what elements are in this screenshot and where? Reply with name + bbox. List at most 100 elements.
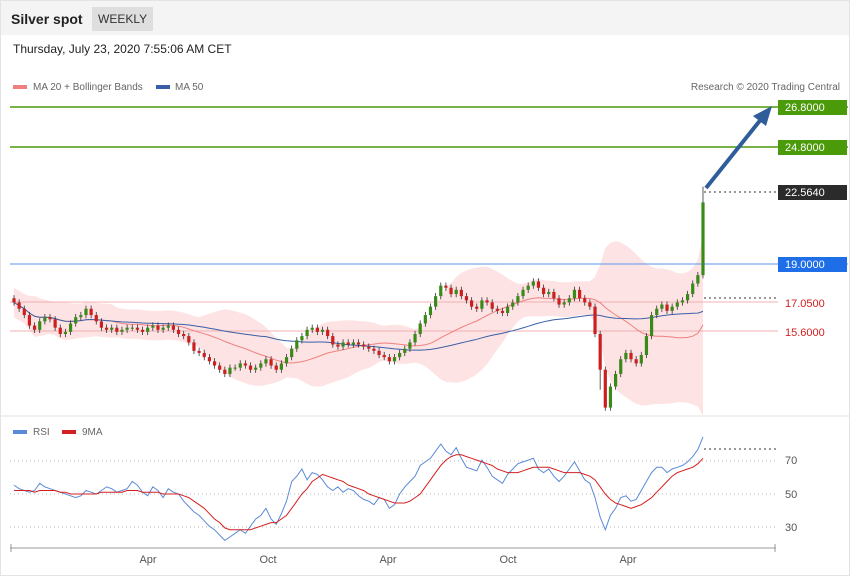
candle-up — [300, 336, 304, 341]
candle-down — [58, 327, 62, 334]
rsi-line — [13, 436, 704, 542]
candle-up — [403, 348, 407, 353]
candle-up — [166, 325, 170, 328]
candle-down — [48, 317, 52, 320]
candle-up — [110, 327, 114, 330]
x-label-apr-2018: Apr — [139, 554, 156, 566]
candle-up — [680, 300, 685, 303]
candle-up — [233, 367, 237, 369]
candle-down — [326, 329, 330, 337]
candle-down — [248, 365, 253, 370]
candle-down — [182, 334, 186, 337]
candle-up — [392, 357, 397, 362]
candle-down — [603, 369, 607, 408]
candle-down — [218, 365, 222, 370]
bollinger-band-area — [14, 234, 703, 416]
candle-up — [413, 334, 417, 343]
x-axis-labels: Apr Oct Apr Oct Apr — [139, 554, 636, 566]
candle-up — [146, 327, 150, 332]
candle-up — [660, 304, 664, 309]
candle-up — [68, 323, 73, 332]
candle-up — [685, 294, 690, 301]
target-arrow-shaft — [704, 116, 764, 190]
candle-up — [619, 359, 623, 374]
candle-up — [644, 336, 649, 356]
candle-up — [43, 317, 47, 322]
candle-down — [346, 342, 350, 345]
candle-down — [187, 336, 191, 343]
candle-up — [305, 329, 309, 337]
candle-up — [624, 352, 628, 360]
candle-down — [274, 365, 278, 370]
candle-up — [310, 327, 314, 330]
candle-down — [449, 287, 453, 295]
candle-down — [156, 325, 160, 330]
candle-down — [634, 359, 638, 364]
candle-up — [655, 308, 659, 316]
candle-up — [398, 352, 402, 358]
candle-up — [408, 342, 412, 349]
s1-label: 17.0500 — [785, 298, 825, 310]
candle-down — [470, 300, 474, 307]
candles — [12, 186, 705, 411]
candle-down — [464, 296, 469, 301]
candle-down — [356, 342, 361, 345]
ma9-legend-label: 9MA — [82, 427, 103, 438]
candle-up — [264, 359, 268, 364]
ma9-legend-swatch — [62, 430, 76, 434]
candle-down — [459, 289, 463, 297]
candle-down — [176, 329, 181, 334]
x-label-oct-2019: Oct — [499, 554, 516, 566]
instrument-title: Silver spot — [11, 11, 83, 27]
candle-down — [207, 357, 211, 362]
target-arrow-head — [753, 106, 772, 126]
candle-down — [500, 310, 505, 313]
candle-down — [140, 329, 145, 332]
x-label-apr-2020: Apr — [619, 554, 636, 566]
r1-tag-label: 24.8000 — [785, 142, 825, 154]
candle-down — [490, 302, 494, 309]
candle-down — [557, 298, 561, 305]
candle-up — [428, 306, 433, 316]
candle-down — [243, 363, 247, 366]
candle-down — [202, 352, 206, 358]
pivot-tag — [778, 257, 847, 272]
candle-up — [238, 363, 242, 368]
candle-up — [691, 283, 695, 295]
candle-up — [531, 281, 535, 286]
timeframe-badge[interactable]: WEEKLY — [92, 7, 154, 31]
candle-down — [269, 359, 273, 366]
candle-up — [511, 302, 515, 307]
candle-down — [192, 342, 196, 351]
candle-down — [99, 321, 104, 328]
candle-down — [577, 289, 582, 299]
copyright-text: Research © 2020 Trading Central — [691, 82, 840, 93]
candle-up — [290, 348, 294, 358]
candle-up — [320, 329, 325, 332]
candle-down — [495, 308, 499, 311]
timestamp: Thursday, July 23, 2020 7:55:06 AM CET — [13, 42, 232, 56]
candle-down — [665, 304, 669, 311]
candle-up — [130, 327, 134, 329]
r1-tag — [778, 140, 847, 155]
candle-down — [475, 306, 479, 309]
candle-down — [362, 344, 366, 347]
candle-up — [670, 306, 674, 311]
candle-down — [629, 352, 633, 360]
candle-down — [588, 302, 592, 307]
candle-down — [27, 315, 32, 326]
candle-up — [701, 202, 705, 276]
last-price-tag — [778, 185, 847, 200]
last-price-tag-label: 22.5640 — [785, 187, 825, 199]
pivot-tag-label: 19.0000 — [785, 259, 825, 271]
candle-up — [506, 306, 510, 313]
candle-down — [171, 325, 175, 330]
candle-up — [228, 367, 232, 374]
r2-tag-label: 26.8000 — [785, 102, 825, 114]
candle-down — [17, 302, 21, 309]
candle-up — [639, 355, 643, 364]
candle-up — [295, 340, 299, 349]
candle-up — [38, 321, 42, 330]
candle-down — [104, 327, 109, 330]
